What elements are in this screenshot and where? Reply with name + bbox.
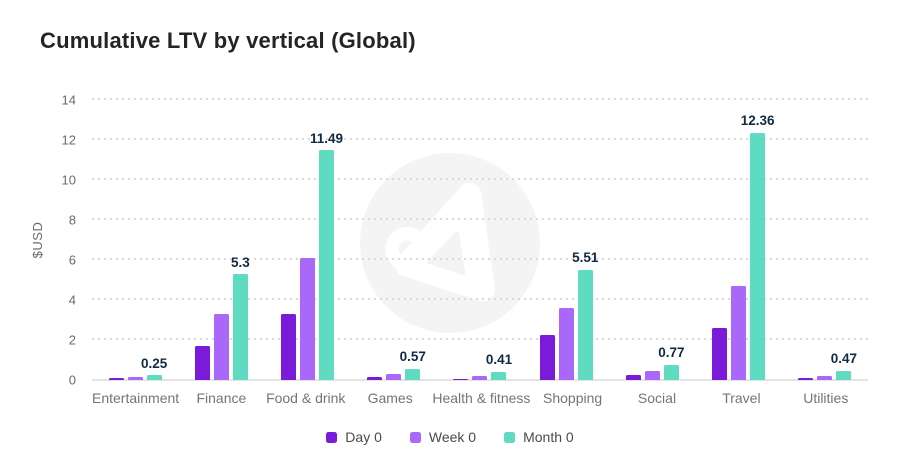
data-label-travel: 12.36 xyxy=(740,113,775,129)
bar-month-0-shopping[interactable]: 5.51 xyxy=(572,251,598,380)
x-axis-labels: Entertainment Finance Food & drink Games Hea… xyxy=(92,390,868,406)
gridline-8 xyxy=(92,218,868,220)
bar-group-social: 0.77 xyxy=(609,100,695,380)
bar-month-0-travel[interactable]: 12.36 xyxy=(741,114,775,380)
data-label-utilities: 0.47 xyxy=(830,351,857,367)
bar-group-shopping: 5.51 xyxy=(523,100,609,380)
bar-month-0-health-fitness[interactable]: 0.41 xyxy=(486,353,512,380)
bar-month-0-entertainment[interactable]: 0.25 xyxy=(141,357,167,380)
bar-day-0-utilities[interactable] xyxy=(798,378,814,380)
legend-label-week-0: Week 0 xyxy=(428,429,477,445)
legend-swatch-day-0 xyxy=(326,431,338,443)
y-tick-label-14: 14 xyxy=(61,92,76,108)
bar-group-finance: 5.3 xyxy=(178,100,264,380)
bar-day-0-games[interactable] xyxy=(367,377,383,380)
bar-day-0-travel[interactable] xyxy=(712,328,728,380)
bar-week-0-travel[interactable] xyxy=(731,286,747,380)
x-axis-baseline xyxy=(92,379,868,381)
x-axis-label-food-drink: Food & drink xyxy=(266,390,346,406)
chart-plot-area: $USD 0.25 5.3 11.49 0.57 0.41 5.51 0.77 12.36 0.… xyxy=(30,98,868,381)
bar-group-games: 0.57 xyxy=(351,100,437,380)
bar-week-0-games[interactable] xyxy=(386,374,402,380)
bar-week-0-shopping[interactable] xyxy=(558,308,574,380)
gridline-12 xyxy=(92,138,868,140)
bar-week-0-finance[interactable] xyxy=(213,314,229,380)
bar-day-0-food-drink[interactable] xyxy=(281,314,297,380)
y-tick-label-12: 12 xyxy=(61,132,76,148)
bar-month-0-finance[interactable]: 5.3 xyxy=(231,255,250,380)
y-tick-label-2: 2 xyxy=(68,332,76,348)
bar-day-0-health-fitness[interactable] xyxy=(453,378,469,380)
x-axis-label-games: Games xyxy=(367,390,413,406)
gridline-10 xyxy=(92,178,868,180)
x-axis-label-social: Social xyxy=(637,390,677,406)
x-axis-label-entertainment: Entertainment xyxy=(92,390,180,406)
data-label-entertainment: 0.25 xyxy=(140,355,168,371)
y-axis-title: $USD xyxy=(30,221,45,259)
legend-item-week-0[interactable]: Week 0 xyxy=(409,429,477,445)
data-label-health-fitness: 0.41 xyxy=(485,352,513,368)
bar-group-utilities: 0.47 xyxy=(782,100,868,380)
x-axis-label-travel: Travel xyxy=(722,390,761,406)
bar-week-0-food-drink[interactable] xyxy=(300,258,316,380)
bar-week-0-utilities[interactable] xyxy=(817,375,833,380)
y-tick-label-8: 8 xyxy=(68,212,76,228)
bar-day-0-finance[interactable] xyxy=(194,346,210,380)
legend-label-month-0: Month 0 xyxy=(523,429,574,445)
bar-day-0-social[interactable] xyxy=(625,375,641,380)
bar-group-health-fitness: 0.41 xyxy=(437,100,523,380)
x-axis-label-finance: Finance xyxy=(196,390,247,406)
bar-groups: 0.25 5.3 11.49 0.57 0.41 5.51 0.77 12.36 0.47 xyxy=(92,100,868,380)
legend-label-day-0: Day 0 xyxy=(345,429,382,445)
gridline-4 xyxy=(92,298,868,300)
legend-item-day-0[interactable]: Day 0 xyxy=(326,429,382,445)
bar-week-0-health-fitness[interactable] xyxy=(472,376,488,380)
data-label-food-drink: 11.49 xyxy=(310,130,344,146)
legend-item-month-0[interactable]: Month 0 xyxy=(504,429,574,445)
bar-week-0-entertainment[interactable] xyxy=(127,376,143,380)
bar-day-0-entertainment[interactable] xyxy=(108,378,124,380)
y-tick-label-0: 0 xyxy=(68,372,76,388)
legend-swatch-month-0 xyxy=(504,431,516,443)
gridline-14 xyxy=(92,98,868,100)
x-axis-label-health-fitness: Health & fitness xyxy=(432,390,531,406)
gridline-6 xyxy=(92,258,868,260)
bar-group-food-drink: 11.49 xyxy=(264,100,350,380)
bar-month-0-utilities[interactable]: 0.47 xyxy=(831,352,857,380)
page-title: Cumulative LTV by vertical (Global) xyxy=(40,28,416,53)
bar-day-0-shopping[interactable] xyxy=(539,335,555,380)
legend: Day 0 Week 0 Month 0 xyxy=(0,429,900,445)
bar-month-0-social[interactable]: 0.77 xyxy=(658,346,685,380)
bar-group-entertainment: 0.25 xyxy=(92,100,178,380)
bar-month-0-food-drink[interactable]: 11.49 xyxy=(310,132,343,380)
data-label-finance: 5.3 xyxy=(230,254,250,270)
legend-swatch-week-0 xyxy=(409,431,421,443)
bar-month-0-games[interactable]: 0.57 xyxy=(400,350,426,380)
bar-week-0-social[interactable] xyxy=(644,371,660,380)
x-axis-label-shopping: Shopping xyxy=(543,390,603,406)
bar-group-travel: 12.36 xyxy=(696,100,782,380)
data-label-shopping: 5.51 xyxy=(572,250,599,266)
x-axis-label-utilities: Utilities xyxy=(803,390,849,406)
y-tick-label-10: 10 xyxy=(61,172,76,188)
data-label-games: 0.57 xyxy=(399,349,426,365)
y-tick-label-4: 4 xyxy=(68,292,76,308)
y-tick-label-6: 6 xyxy=(68,252,76,268)
y-axis: 0 2 4 6 8 10 12 14 xyxy=(40,94,84,387)
gridline-2 xyxy=(92,338,868,340)
data-label-social: 0.77 xyxy=(658,345,685,361)
